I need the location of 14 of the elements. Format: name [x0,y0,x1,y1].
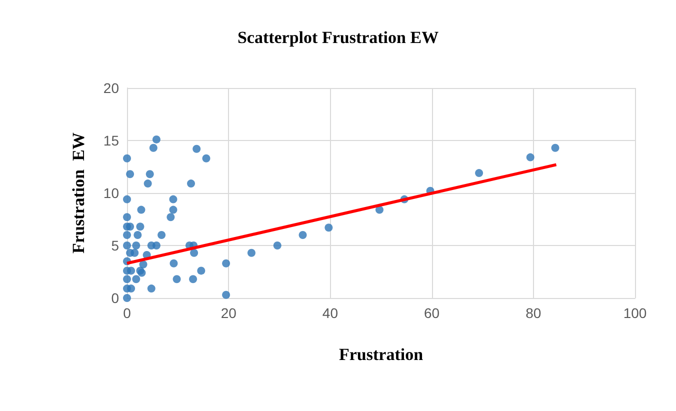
x-tick-label: 80 [526,305,542,321]
y-tick-label: 20 [103,80,120,96]
y-tick-label: 0 [111,290,120,306]
x-tick-label: 0 [123,305,132,321]
y-tick-label: 10 [103,185,120,201]
x-tick-label: 100 [623,305,647,321]
y-axis-title: Frustration EW [69,132,88,254]
chart-title: Scatterplot Frustration EW [237,28,439,47]
x-tick-label: 20 [220,305,237,321]
y-tick-label: 5 [111,238,120,254]
x-axis-title: Frustration [338,345,424,364]
x-tick-label: 60 [424,305,440,321]
y-tick-label: 15 [103,132,120,148]
x-tick-label: 40 [322,305,338,321]
